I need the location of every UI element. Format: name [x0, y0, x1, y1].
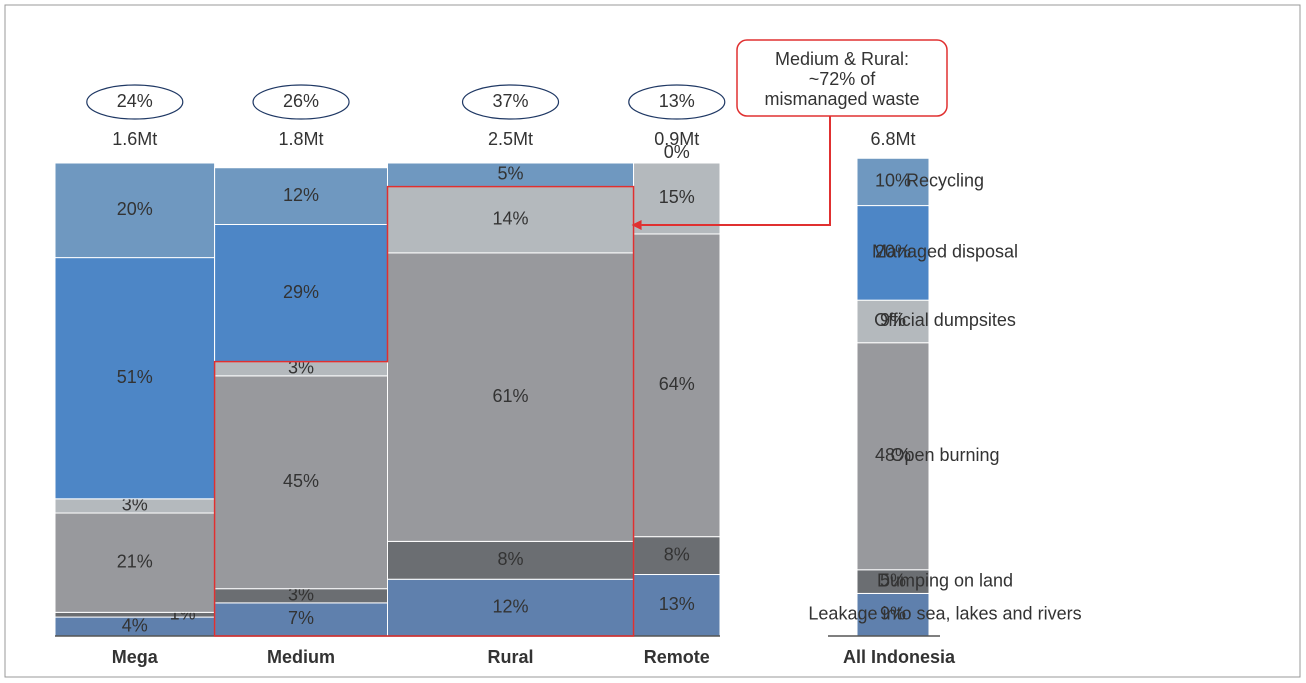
segment-label: 20% — [117, 199, 153, 219]
highlight-outline — [213, 185, 635, 637]
segment-label: 29% — [283, 282, 319, 302]
total-label: 2.5Mt — [488, 129, 533, 149]
share-label: 24% — [117, 91, 153, 111]
total-label: 0.9Mt — [654, 129, 699, 149]
segment-label: 3% — [288, 358, 314, 378]
segment — [633, 162, 721, 235]
segment-label: 0% — [664, 142, 690, 162]
segment-label: 45% — [283, 471, 319, 491]
segment-label: 10% — [875, 171, 911, 191]
segment-label: 21% — [117, 551, 153, 571]
annotation-arrow — [641, 116, 831, 226]
category-label: Medium — [267, 647, 335, 667]
segment-label: 13% — [659, 594, 695, 614]
segment — [856, 299, 930, 344]
annotation-text: mismanaged waste — [764, 89, 919, 109]
share-ellipse — [252, 84, 350, 120]
legend-label: Dumping on land — [877, 570, 1013, 590]
share-ellipse — [461, 84, 560, 120]
segment — [633, 574, 721, 637]
segment — [214, 167, 388, 225]
segment-label: 8% — [664, 544, 690, 564]
total-label: 1.8Mt — [279, 129, 324, 149]
share-ellipse — [86, 84, 184, 120]
segment-label: 3% — [122, 495, 148, 515]
category-label: Rural — [488, 647, 534, 667]
segment-label: 3% — [288, 585, 314, 605]
segment — [856, 157, 930, 207]
segment-label: 12% — [493, 596, 529, 616]
legend-label: Managed disposal — [872, 242, 1018, 262]
share-label: 13% — [659, 91, 695, 111]
segment — [856, 205, 930, 301]
segment-label: 9% — [880, 603, 906, 623]
segment-label: 51% — [117, 367, 153, 387]
segment-label: 14% — [493, 209, 529, 229]
category-label: Remote — [644, 647, 710, 667]
category-label: All Indonesia — [843, 647, 956, 667]
annotation-box — [736, 39, 948, 117]
segment-label: 12% — [283, 185, 319, 205]
segment-label: 64% — [659, 374, 695, 394]
share-label: 26% — [283, 91, 319, 111]
segment — [214, 375, 388, 590]
segment-label: 20% — [875, 242, 911, 262]
segment-label: 48% — [875, 445, 911, 465]
segment — [633, 536, 721, 576]
segment-label: 7% — [288, 608, 314, 628]
segment-label: 4% — [122, 615, 148, 635]
annotation-text: Medium & Rural: — [775, 49, 909, 69]
share-label: 37% — [493, 91, 529, 111]
legend-label: Leakage into sea, lakes and rivers — [808, 603, 1081, 623]
legend-label: Recycling — [906, 171, 984, 191]
segment — [54, 162, 216, 259]
total-label: 6.8Mt — [870, 129, 915, 149]
segment-label: 8% — [498, 549, 524, 569]
share-ellipse — [628, 84, 726, 120]
category-label: Mega — [112, 647, 159, 667]
legend-label: Open burning — [890, 445, 999, 465]
segment-label: 61% — [493, 386, 529, 406]
segment — [856, 342, 930, 571]
segment-label: 15% — [659, 187, 695, 207]
segment-label: 9% — [880, 310, 906, 330]
segment — [387, 578, 635, 637]
segment-label: 5% — [880, 570, 906, 590]
arrow-head — [631, 220, 642, 230]
frame — [4, 4, 1301, 678]
segment — [387, 540, 635, 580]
segment-label: 5% — [498, 164, 524, 184]
legend-label: Official dumpsites — [874, 310, 1016, 330]
total-label: 1.6Mt — [112, 129, 157, 149]
annotation-text: ~72% of — [809, 69, 877, 89]
